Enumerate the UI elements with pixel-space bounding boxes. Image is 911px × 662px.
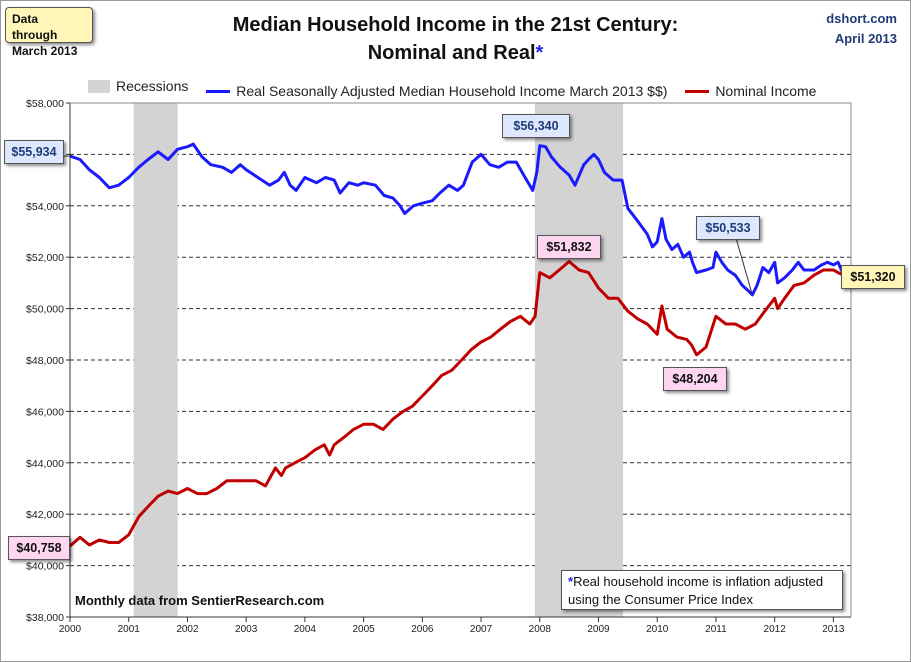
legend-recession-swatch bbox=[88, 79, 110, 93]
legend-recessions-label: Recessions bbox=[116, 78, 189, 94]
x-tick-label: 2008 bbox=[529, 624, 552, 635]
callout-real-end: $51,320 bbox=[841, 265, 905, 289]
footnote-box: *Real household income is inflation adju… bbox=[561, 570, 843, 610]
x-tick-label: 2004 bbox=[294, 624, 317, 635]
legend-recessions: Recessions bbox=[88, 78, 188, 94]
series-lines bbox=[69, 142, 845, 548]
y-tick-label: $40,000 bbox=[26, 561, 64, 573]
x-tick-label: 2010 bbox=[646, 624, 669, 635]
recession-bands bbox=[133, 103, 623, 617]
y-tick-label: $42,000 bbox=[26, 509, 64, 521]
callout-real-peak: $56,340 bbox=[502, 114, 570, 138]
footnote-line2: using the Consumer Price Index bbox=[568, 592, 753, 607]
y-tick-label: $48,000 bbox=[26, 355, 64, 367]
data-through-text: Data through March 2013 bbox=[12, 12, 78, 58]
date-label: April 2013 bbox=[834, 31, 897, 46]
chart-title-line2: Nominal and Real* bbox=[0, 42, 911, 65]
real-income-line bbox=[69, 142, 845, 297]
title-asterisk: * bbox=[535, 42, 544, 64]
callout-nominal-low: $48,204 bbox=[663, 367, 727, 391]
callout-real-start-text: $55,934 bbox=[11, 145, 57, 159]
footnote-line1-text: Real household income is inflation adjus… bbox=[573, 574, 824, 589]
nominal-income-line bbox=[69, 260, 845, 548]
recession-band bbox=[133, 103, 178, 617]
legend: Recessions Real Seasonally Adjusted Medi… bbox=[88, 78, 830, 99]
x-tick-label: 2009 bbox=[587, 624, 610, 635]
data-through-note: Data through March 2013 bbox=[5, 7, 93, 58]
callout-real-start: $55,934 bbox=[4, 140, 64, 164]
y-tick-label: $58,000 bbox=[26, 98, 64, 110]
x-tick-label: 2013 bbox=[822, 624, 845, 635]
y-tick-label: $44,000 bbox=[26, 458, 64, 470]
y-tick-label: $52,000 bbox=[26, 252, 64, 264]
x-tick-label: 2007 bbox=[470, 624, 493, 635]
x-tick-label: 2011 bbox=[705, 624, 727, 635]
x-tick-label: 2006 bbox=[411, 624, 434, 635]
x-tick-label: 2012 bbox=[764, 624, 787, 635]
callout-nominal-start-text: $40,758 bbox=[16, 541, 62, 555]
axes: $38,000 $40,000 $42,000 $44,000 $46,000 $48,0… bbox=[26, 98, 852, 635]
legend-real: Real Seasonally Adjusted Median Househol… bbox=[206, 83, 667, 99]
legend-real-swatch bbox=[206, 89, 231, 93]
x-tick-label: 2005 bbox=[352, 624, 375, 635]
y-tick-label: $38,000 bbox=[26, 612, 64, 624]
callout-nominal-peak: $51,832 bbox=[537, 235, 601, 259]
recession-band bbox=[534, 103, 623, 617]
footnote-line1: *Real household income is inflation adju… bbox=[568, 573, 836, 591]
y-tick-label: $54,000 bbox=[26, 201, 64, 213]
callout-nominal-low-text: $48,204 bbox=[672, 372, 718, 386]
legend-nominal-label: Nominal Income bbox=[715, 83, 817, 99]
x-tick-label: 2000 bbox=[59, 624, 82, 635]
y-tick-label: $46,000 bbox=[26, 406, 64, 418]
chart-title-line1: Median Household Income in the 21st Cent… bbox=[232, 14, 679, 36]
source-label: dshort.com bbox=[826, 11, 897, 26]
x-tick-label: 2002 bbox=[176, 624, 199, 635]
monthly-note: Monthly data from SentierResearch.com bbox=[75, 593, 325, 608]
callout-real-low: $50,533 bbox=[696, 216, 760, 240]
legend-nominal-swatch bbox=[685, 89, 710, 93]
footnote-asterisk: * bbox=[568, 574, 574, 589]
callout-nominal-peak-text: $51,832 bbox=[546, 240, 592, 254]
legend-nominal: Nominal Income bbox=[685, 83, 816, 99]
callout-connector bbox=[735, 237, 753, 296]
callout-real-end-text: $51,320 bbox=[850, 270, 896, 284]
callout-nominal-start: $40,758 bbox=[8, 536, 70, 560]
chart-title-text: Nominal and Real bbox=[367, 42, 536, 64]
y-tick-label: $50,000 bbox=[26, 304, 64, 316]
x-tick-label: 2003 bbox=[235, 624, 258, 635]
x-tick-label: 2001 bbox=[118, 624, 141, 635]
callout-real-peak-text: $56,340 bbox=[513, 119, 559, 133]
callout-real-low-text: $50,533 bbox=[705, 221, 751, 235]
legend-real-label: Real Seasonally Adjusted Median Househol… bbox=[236, 83, 668, 99]
